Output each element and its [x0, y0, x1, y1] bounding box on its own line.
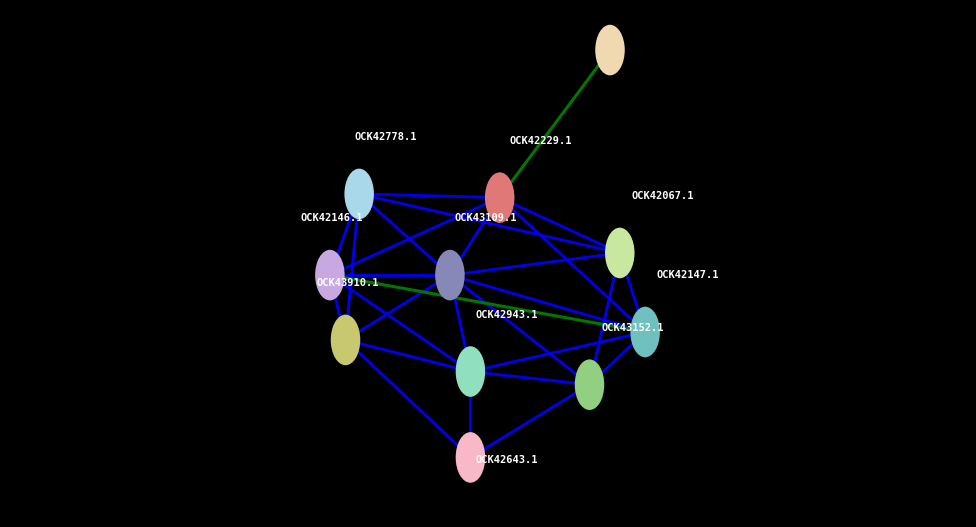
Text: OCK43910.1: OCK43910.1 — [316, 278, 379, 288]
Ellipse shape — [630, 307, 660, 357]
Ellipse shape — [456, 346, 485, 397]
Ellipse shape — [345, 169, 374, 219]
Ellipse shape — [315, 250, 345, 300]
Text: OCK42778.1: OCK42778.1 — [354, 132, 417, 142]
Ellipse shape — [456, 432, 485, 483]
Ellipse shape — [605, 228, 634, 278]
Ellipse shape — [575, 359, 604, 410]
Text: OCK43109.1: OCK43109.1 — [455, 213, 517, 223]
Text: OCK42067.1: OCK42067.1 — [631, 191, 694, 201]
Text: OCK42147.1: OCK42147.1 — [657, 270, 719, 280]
Text: OCK42943.1: OCK42943.1 — [475, 310, 538, 320]
Ellipse shape — [595, 25, 625, 75]
Ellipse shape — [485, 172, 514, 223]
Text: OCK42229.1: OCK42229.1 — [509, 136, 572, 146]
Ellipse shape — [331, 315, 360, 365]
Ellipse shape — [435, 250, 465, 300]
Text: OCK42643.1: OCK42643.1 — [475, 455, 538, 465]
Text: OCK42146.1: OCK42146.1 — [301, 213, 363, 223]
Text: OCK43152.1: OCK43152.1 — [601, 323, 664, 333]
